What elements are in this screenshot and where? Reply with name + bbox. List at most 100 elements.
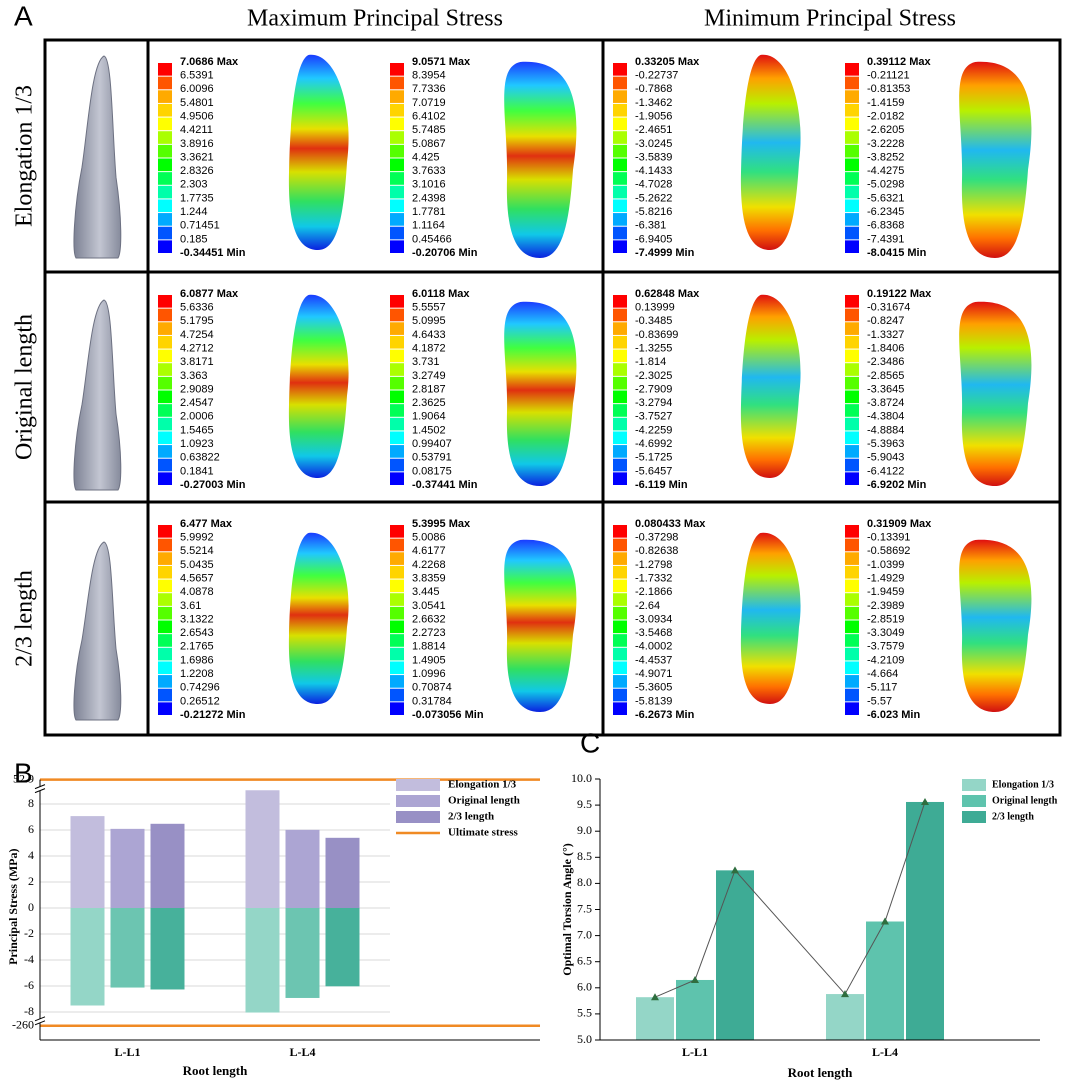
legend-value: 2.4547 <box>180 397 214 409</box>
legend-value: -0.34451 Min <box>180 247 246 259</box>
stress-contour <box>504 61 577 258</box>
legend-swatch <box>613 661 627 675</box>
legend-value: -3.0934 <box>635 613 672 625</box>
legend-swatch <box>613 103 627 117</box>
legend-swatch <box>613 295 627 308</box>
legend-value: -7.4391 <box>867 233 904 245</box>
legend-swatch <box>158 63 172 76</box>
legend-value: 5.3995 Max <box>412 518 471 530</box>
axis-break <box>34 788 46 794</box>
legend-label: Original length <box>992 795 1058 806</box>
legend-value: -0.21272 Min <box>180 709 246 721</box>
legend-value: -5.1725 <box>635 452 672 464</box>
legend-value: 5.7485 <box>412 124 446 136</box>
legend-value: -3.3049 <box>867 627 904 639</box>
y-tick-label: 8.0 <box>577 875 592 889</box>
y-tick-label: 4 <box>28 848 34 862</box>
legend-swatch <box>613 172 627 185</box>
legend-value: 1.244 <box>180 206 208 218</box>
legend-value: 4.9506 <box>180 110 214 122</box>
legend-swatch <box>158 606 172 620</box>
axis-break <box>34 784 46 790</box>
legend-value: 8.3954 <box>412 70 446 82</box>
legend-value: 2.8326 <box>180 165 214 177</box>
legend-swatch <box>613 363 627 376</box>
legend-swatch <box>390 158 404 172</box>
legend-swatch <box>613 335 627 349</box>
stress-contour <box>504 539 577 712</box>
legend-swatch <box>390 593 404 606</box>
y-tick-label: 9.0 <box>577 823 592 837</box>
axis-break <box>35 1018 45 1023</box>
legend-value: -4.8884 <box>867 424 904 436</box>
legend-swatch <box>613 458 627 472</box>
x-axis-title: Root length <box>183 1063 248 1078</box>
bar <box>866 921 904 1040</box>
legend-swatch <box>396 779 440 791</box>
legend-value: -2.64 <box>635 600 660 612</box>
legend-value: 0.13999 <box>635 302 675 314</box>
legend-value: 0.33205 Max <box>635 56 700 68</box>
legend-value: 4.425 <box>412 151 440 163</box>
axis-break <box>34 1016 46 1022</box>
legend-swatch <box>158 117 172 131</box>
legend-swatch <box>845 675 859 688</box>
legend-swatch <box>390 390 404 404</box>
legend-value: 0.45466 <box>412 233 452 245</box>
legend-swatch <box>845 688 859 702</box>
legend-swatch <box>390 634 404 647</box>
legend-swatch <box>613 579 627 593</box>
y-tick-label: 6.0 <box>577 980 592 994</box>
legend-swatch <box>158 363 172 376</box>
legend-value: 2.303 <box>180 179 208 191</box>
x-tick-label: L-L4 <box>872 1045 898 1059</box>
legend-value: 1.4502 <box>412 424 446 436</box>
axis-break <box>35 786 45 791</box>
tooth-model <box>73 55 122 259</box>
legend-value: 0.62848 Max <box>635 288 700 300</box>
legend-value: -2.4651 <box>635 124 672 136</box>
legend-swatch <box>613 688 627 702</box>
legend-swatch <box>613 593 627 606</box>
legend-value: 3.1322 <box>180 613 214 625</box>
legend-value: 1.0923 <box>180 438 214 450</box>
legend-swatch <box>390 131 404 144</box>
stress-contour <box>288 532 349 704</box>
legend-value: 4.7254 <box>180 329 214 341</box>
bar <box>245 908 280 1013</box>
stress-contour <box>959 539 1032 712</box>
legend-swatch <box>845 702 859 715</box>
legend-swatch <box>158 131 172 144</box>
legend-swatch <box>390 688 404 702</box>
legend-swatch <box>158 295 172 308</box>
legend-value: 2.0006 <box>180 411 214 423</box>
legend-value: 5.5214 <box>180 545 214 557</box>
legend-swatch <box>158 472 172 485</box>
bar <box>676 979 714 1040</box>
legend-value: 2.1765 <box>180 641 214 653</box>
legend-swatch <box>390 376 404 390</box>
legend-value: -6.023 Min <box>867 709 920 721</box>
legend-swatch <box>390 538 404 552</box>
legend-value: 0.08175 <box>412 465 452 477</box>
legend-value: -6.2345 <box>867 206 904 218</box>
legend-value: 6.5391 <box>180 70 214 82</box>
legend-swatch <box>613 606 627 620</box>
legend-swatch <box>845 552 859 565</box>
legend-swatch <box>390 90 404 103</box>
legend-swatch <box>845 199 859 213</box>
legend-value: 5.0086 <box>412 532 446 544</box>
legend-swatch <box>845 634 859 647</box>
legend-swatch <box>158 445 172 458</box>
legend-swatch <box>158 538 172 552</box>
legend-value: 4.2712 <box>180 342 214 354</box>
legend-swatch <box>158 144 172 158</box>
legend-value: -5.3963 <box>867 438 904 450</box>
legend-swatch <box>613 647 627 661</box>
legend-value: 5.0995 <box>412 315 446 327</box>
legend-swatch <box>613 472 627 485</box>
legend-value: -7.4999 Min <box>635 247 695 259</box>
legend-value: -2.8565 <box>867 370 904 382</box>
legend-value: 1.7735 <box>180 192 214 204</box>
